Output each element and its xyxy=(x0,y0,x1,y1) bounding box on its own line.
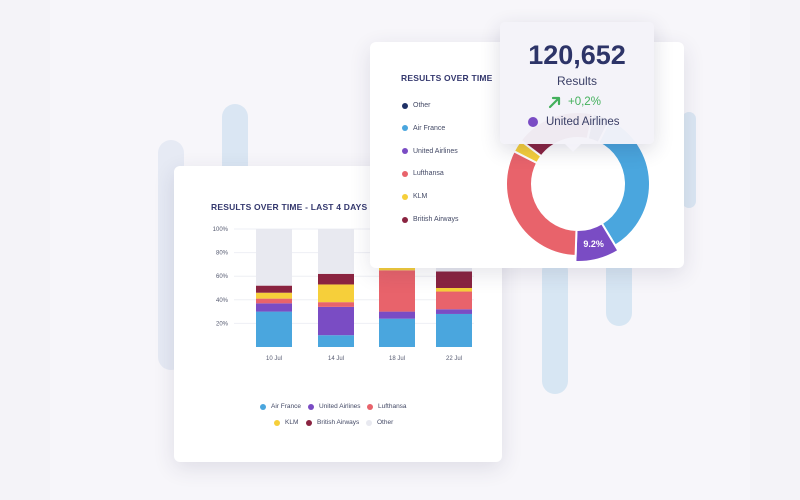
legend-color-dot xyxy=(260,403,266,410)
legend-color-dot xyxy=(366,419,372,426)
bar-chart-title: RESULTS OVER TIME - LAST 4 DAYS xyxy=(211,202,368,212)
bar-segment-air-france[interactable] xyxy=(379,318,415,347)
tooltip-series-name: United Airlines xyxy=(546,116,620,128)
legend-label: Lufthansa xyxy=(413,170,444,178)
legend-item[interactable]: KLM xyxy=(274,419,298,426)
y-tick-label: 100% xyxy=(213,227,229,233)
legend-color-dot xyxy=(402,170,408,177)
legend-label: Other xyxy=(413,102,431,109)
legend-item[interactable]: United Airlines xyxy=(402,148,458,155)
bar-segment-british-airways[interactable] xyxy=(318,273,354,285)
y-tick-label: 60% xyxy=(216,274,229,280)
x-tick-label: 10 Jul xyxy=(266,356,282,362)
legend-item[interactable]: Air France xyxy=(402,125,445,132)
legend-color-dot xyxy=(402,102,408,109)
bar-segment-air-france[interactable] xyxy=(256,311,292,347)
legend-color-dot xyxy=(402,216,408,223)
bar-segment-lufthansa[interactable] xyxy=(379,270,415,312)
bar-segment-air-france[interactable] xyxy=(318,335,354,347)
legend-label: Air France xyxy=(271,403,301,410)
decor-pill xyxy=(682,112,696,208)
tooltip-change-text: +0,2% xyxy=(568,96,601,108)
x-tick-label: 14 Jul xyxy=(328,356,344,362)
legend-item[interactable]: Air France xyxy=(260,403,301,410)
bar-segment-lufthansa[interactable] xyxy=(318,302,354,307)
chart-tooltip: 120,652 Results +0,2% United Airlines xyxy=(500,22,654,152)
legend-item[interactable]: Lufthansa xyxy=(402,170,444,177)
tooltip-label: Results xyxy=(556,74,597,88)
donut-slice-united-airlines[interactable] xyxy=(574,221,620,263)
bar-segment-other[interactable] xyxy=(318,229,354,274)
y-tick-label: 40% xyxy=(216,298,229,304)
bar-segment-air-france[interactable] xyxy=(436,313,472,347)
legend-item[interactable]: United Airlines xyxy=(308,403,361,410)
bar-segment-united-airlines[interactable] xyxy=(256,303,292,312)
legend-color-dot xyxy=(402,125,408,132)
legend-color-dot xyxy=(367,403,373,410)
legend-label: British Airways xyxy=(317,419,360,426)
tooltip-change: +0,2% xyxy=(548,95,601,109)
bar-segment-united-airlines[interactable] xyxy=(379,311,415,319)
bar-segment-klm[interactable] xyxy=(256,292,292,299)
legend-color-dot xyxy=(274,419,280,426)
legend-label: United Airlines xyxy=(413,147,458,155)
legend-item[interactable]: Other xyxy=(402,102,431,109)
y-tick-label: 80% xyxy=(216,251,229,257)
donut-slice-lufthansa[interactable] xyxy=(505,149,578,257)
legend-color-dot xyxy=(306,419,312,426)
legend-item[interactable]: Other xyxy=(366,419,393,426)
tooltip-caret xyxy=(564,143,582,152)
tooltip-value: 120,652 xyxy=(528,40,626,70)
x-tick-label: 18 Jul xyxy=(389,356,405,362)
donut-slice-label: 9.2% xyxy=(583,239,604,249)
legend-label: Lufthansa xyxy=(378,403,407,410)
y-tick-label: 20% xyxy=(216,321,229,327)
decor-pill xyxy=(542,258,568,394)
legend-label: British Airways xyxy=(413,216,459,223)
series-color-dot xyxy=(528,117,538,127)
legend-color-dot xyxy=(308,403,314,410)
bar-segment-united-airlines[interactable] xyxy=(318,306,354,336)
legend-label: Air France xyxy=(413,124,446,132)
bar-segment-klm[interactable] xyxy=(436,288,472,292)
bar-segment-lufthansa[interactable] xyxy=(256,298,292,304)
legend-item[interactable]: British Airways xyxy=(402,216,459,223)
bar-segment-lufthansa[interactable] xyxy=(436,291,472,310)
arrow-up-right-icon xyxy=(548,96,561,109)
bar-segment-british-airways[interactable] xyxy=(436,271,472,288)
bar-segment-british-airways[interactable] xyxy=(256,285,292,293)
tooltip-series: United Airlines xyxy=(528,116,620,128)
bar-chart-card: RESULTS OVER TIME - LAST 4 DAYS 20% 40% 60… xyxy=(174,166,502,462)
legend-item[interactable]: Lufthansa xyxy=(367,403,407,410)
bar-segment-united-airlines[interactable] xyxy=(436,309,472,314)
bar-segment-other[interactable] xyxy=(256,229,292,286)
legend-label: United Airlines xyxy=(319,403,361,410)
legend-label: KLM xyxy=(285,419,299,426)
legend-label: Other xyxy=(377,419,394,426)
legend-item[interactable]: British Airways xyxy=(306,419,359,426)
bar-segment-klm[interactable] xyxy=(318,284,354,303)
legend-color-dot xyxy=(402,148,408,155)
legend-label: KLM xyxy=(413,193,428,201)
donut-chart-title: RESULTS OVER TIME xyxy=(401,73,493,83)
x-tick-label: 22 Jul xyxy=(446,356,462,362)
legend-item[interactable]: KLM xyxy=(402,193,427,200)
legend-color-dot xyxy=(402,193,408,200)
